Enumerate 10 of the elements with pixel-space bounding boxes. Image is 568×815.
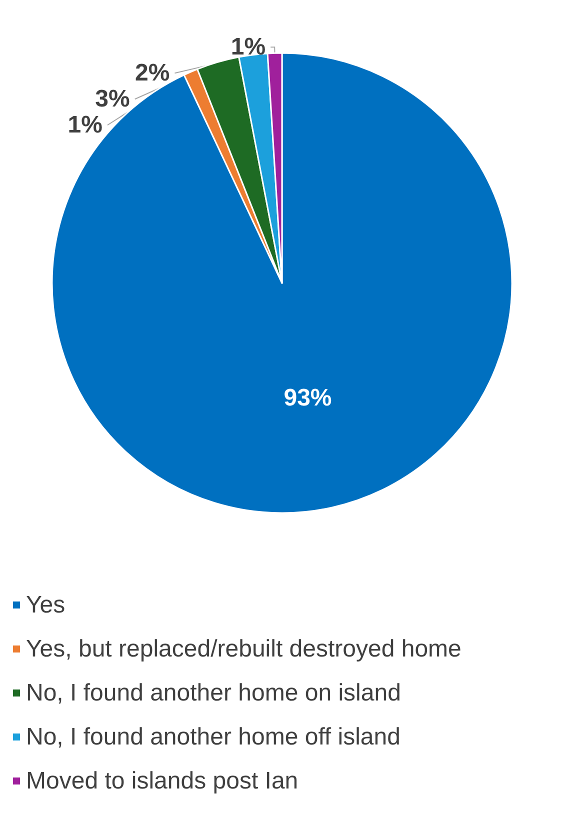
data-label: 93%: [284, 384, 332, 412]
data-label: 1%: [230, 34, 266, 61]
legend-label: Yes: [26, 592, 66, 618]
data-label: 2%: [135, 60, 170, 87]
legend-label: Yes, but replaced/rebuilt destroyed home: [26, 636, 462, 662]
legend-label: Moved to islands post Ian: [26, 768, 298, 794]
data-label: 3%: [95, 86, 130, 113]
legend-label: No, I found another home off island: [26, 724, 400, 750]
data-label: 1%: [68, 112, 102, 139]
legend-label: No, I found another home on island: [26, 680, 401, 706]
